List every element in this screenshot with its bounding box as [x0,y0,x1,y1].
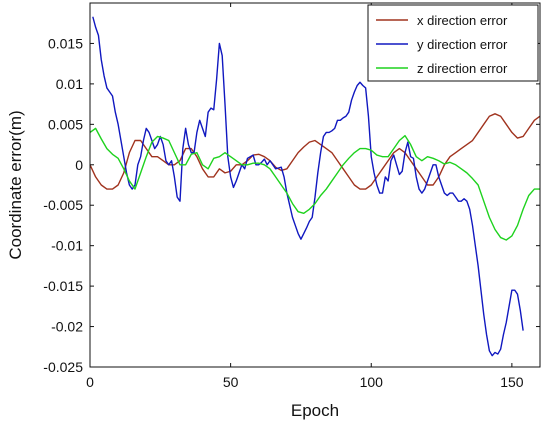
plot-frame [89,2,541,368]
series-line-x [89,113,541,190]
legend-label-x: x direction error [417,13,508,28]
y-tick-label: -0.01 [51,238,83,254]
series-line-y [92,16,524,357]
y-tick-label: -0.02 [51,319,83,335]
legend: x direction error y direction error z di… [367,4,539,82]
x-tick-label: 50 [223,374,239,390]
series-layer [89,16,541,357]
y-axis-ticks: 0.015 0.01 0.005 0 -0.005 -0.01 -0.015 -0.02 -0.… [43,35,540,375]
y-axis-title: Coordinate error(m) [6,110,25,259]
x-tick-label: 150 [500,374,524,390]
series-line-z [89,127,540,241]
y-tick-label: 0 [75,157,83,173]
y-tick-label: 0.01 [56,76,83,92]
y-tick-label: -0.005 [43,197,83,213]
legend-label-y: y direction error [417,37,508,52]
y-tick-label: 0.005 [48,116,83,132]
y-tick-label: 0.015 [48,35,83,51]
x-tick-label: 0 [86,374,94,390]
legend-label-z: z direction error [417,61,508,76]
x-tick-label: 100 [360,374,384,390]
x-axis-title: Epoch [291,401,339,420]
y-tick-label: -0.015 [43,278,83,294]
y-tick-label: -0.025 [43,359,83,375]
x-axis-ticks: 0 50 100 150 [86,3,524,390]
